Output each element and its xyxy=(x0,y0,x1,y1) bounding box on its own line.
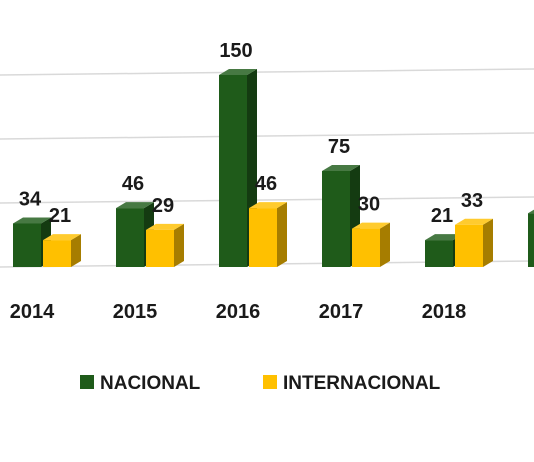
legend-label-internacional: INTERNACIONAL xyxy=(283,373,441,394)
data-label: 46 xyxy=(255,173,277,195)
bar-internacional-2014 xyxy=(43,234,81,267)
bar-top xyxy=(322,165,360,171)
x-tick-label: 2018 xyxy=(422,301,467,323)
bar-front xyxy=(425,240,453,267)
x-tick-label: 2015 xyxy=(113,301,158,323)
data-label: 30 xyxy=(358,194,380,216)
data-label: 33 xyxy=(461,190,483,212)
bar-front xyxy=(43,240,71,267)
bar-nacional-20 xyxy=(528,209,534,267)
bar-top xyxy=(528,209,534,214)
legend: NACIONAL INTERNACIONAL xyxy=(80,373,441,394)
gridline xyxy=(0,68,534,76)
bar-nacional-2015 xyxy=(116,202,154,267)
bar-top xyxy=(425,234,463,241)
bar-internacional-2017 xyxy=(352,222,390,267)
bar-side xyxy=(71,234,81,267)
bar-top xyxy=(13,217,51,224)
x-tick-label: 2016 xyxy=(216,301,261,323)
data-label: 21 xyxy=(49,205,71,227)
bar-front xyxy=(528,213,534,267)
bar-front xyxy=(146,229,174,267)
x-tick-labels: 2014201520162017201820 xyxy=(10,301,467,323)
data-label: 34 xyxy=(19,188,42,210)
bar-internacional-2015 xyxy=(146,223,184,267)
bar-top xyxy=(116,202,154,209)
gridline xyxy=(0,132,534,140)
data-label: 150 xyxy=(219,40,252,62)
bar-side xyxy=(380,222,390,267)
bar-side xyxy=(277,202,287,267)
legend-swatch-internacional xyxy=(263,375,277,389)
bar-front xyxy=(249,208,277,267)
bar-internacional-2018 xyxy=(455,218,493,267)
bar-top xyxy=(146,223,184,230)
bar-top xyxy=(43,234,81,241)
bar-front xyxy=(13,223,41,267)
legend-swatch-nacional xyxy=(80,375,94,389)
data-label: 29 xyxy=(152,195,174,217)
x-tick-label: 2014 xyxy=(10,301,55,323)
bar-front xyxy=(219,75,247,267)
data-labels: 34461507521422129463033 xyxy=(19,40,534,227)
bar-front xyxy=(352,228,380,267)
bar-side xyxy=(483,218,493,267)
gridline xyxy=(0,196,534,204)
bar-side xyxy=(174,223,184,267)
legend-label-nacional: NACIONAL xyxy=(100,373,201,394)
data-label: 75 xyxy=(328,136,350,158)
data-label: 21 xyxy=(431,205,453,227)
data-label: 46 xyxy=(122,173,144,195)
x-tick-label: 2017 xyxy=(319,301,364,323)
bar-top xyxy=(219,69,257,75)
bar-top xyxy=(249,202,287,209)
bar-top xyxy=(352,222,390,229)
bar-internacional-2016 xyxy=(249,202,287,267)
bars xyxy=(13,69,534,267)
bar-front xyxy=(116,208,144,267)
bar-top xyxy=(455,218,493,225)
bar-front xyxy=(455,224,483,267)
bar-front xyxy=(322,171,350,267)
